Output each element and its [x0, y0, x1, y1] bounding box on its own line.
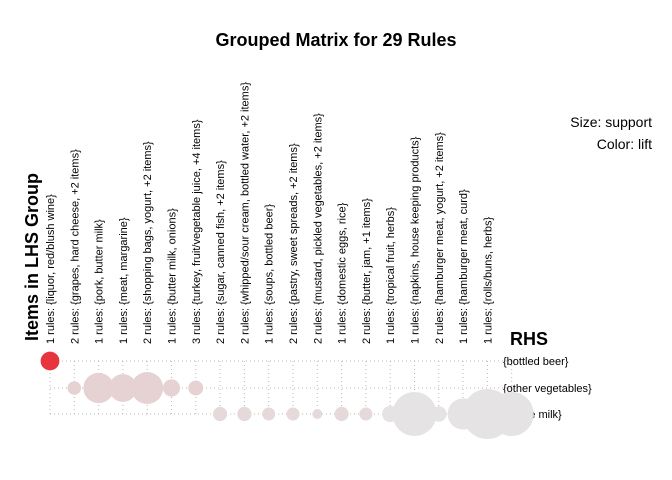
rule-bubble — [109, 374, 137, 402]
lhs-group-label: 1 rules: {napkins, house keeping product… — [410, 136, 422, 344]
lhs-group-label: 2 rules: {sugar, canned fish, +2 items} — [215, 160, 227, 344]
rule-bubble — [431, 406, 447, 422]
rule-bubble — [286, 407, 300, 421]
lhs-group-label: 1 rules: {rolls/buns, herbs} — [482, 216, 494, 344]
rule-bubble — [334, 406, 349, 422]
lhs-group-label: 1 rules: {liquor, red/blush wine} — [45, 194, 57, 344]
lhs-group-label: 2 rules: {grapes, hard cheese, +2 items} — [69, 149, 81, 344]
rule-bubble — [489, 392, 534, 436]
rule-bubble — [262, 407, 276, 421]
lhs-group-label: 1 rules: {tropical fruit, herbs} — [385, 207, 397, 344]
chart-title: Grouped Matrix for 29 Rules — [215, 30, 456, 50]
bubbles — [40, 351, 534, 439]
rule-bubble — [67, 381, 82, 395]
lhs-group-label: 1 rules: {butter milk, onions} — [167, 208, 179, 344]
rule-bubble — [237, 406, 252, 422]
lhs-group-label: 2 rules: {mustard, pickled vegetables, +… — [312, 113, 324, 344]
rhs-label: {other vegetables} — [503, 383, 592, 395]
lhs-group-label: 1 rules: {soups, bottled beer} — [264, 204, 276, 344]
rule-bubble — [359, 407, 373, 421]
lhs-group-label: 1 rules: {domestic eggs, rice} — [337, 202, 349, 344]
lhs-group-label: 2 rules: {butter, jam, +1 items} — [361, 198, 373, 344]
lhs-group-labels: 1 rules: {liquor, red/blush wine} 2 rules… — [45, 82, 494, 344]
lhs-group-label: 1 rules: {pork, butter milk} — [94, 219, 106, 344]
rule-bubble — [40, 351, 60, 371]
lhs-group-label: 1 rules: {meat, margarine} — [118, 217, 130, 344]
x-axis-title: Items in LHS Group — [22, 173, 42, 341]
rule-bubble — [162, 379, 181, 397]
color-legend: Color: lift — [597, 136, 652, 152]
rule-bubble — [131, 372, 164, 404]
lhs-group-label: 2 rules: {pastry, sweet spreads, +2 item… — [288, 143, 300, 344]
lhs-group-label: 3 rules: {turkey, fruit/vegetable juice,… — [191, 119, 203, 344]
rhs-label: {bottled beer} — [503, 356, 569, 368]
size-legend: Size: support — [570, 114, 652, 130]
rule-bubble — [312, 409, 323, 419]
lhs-group-label: 2 rules: {shopping bags, yogurt, +2 item… — [142, 141, 154, 344]
lhs-group-label: 2 rules: {whipped/sour cream, bottled wa… — [239, 82, 251, 344]
rule-bubble — [213, 406, 228, 422]
rule-bubble — [188, 380, 204, 396]
lhs-group-label: 1 rules: {hamburger meat, curd} — [458, 189, 470, 344]
rule-bubble — [83, 372, 114, 404]
rule-bubble — [392, 392, 437, 436]
lhs-group-label: 2 rules: {hamburger meat, yogurt, +2 ite… — [434, 132, 446, 344]
y-axis-title: RHS — [510, 329, 548, 349]
